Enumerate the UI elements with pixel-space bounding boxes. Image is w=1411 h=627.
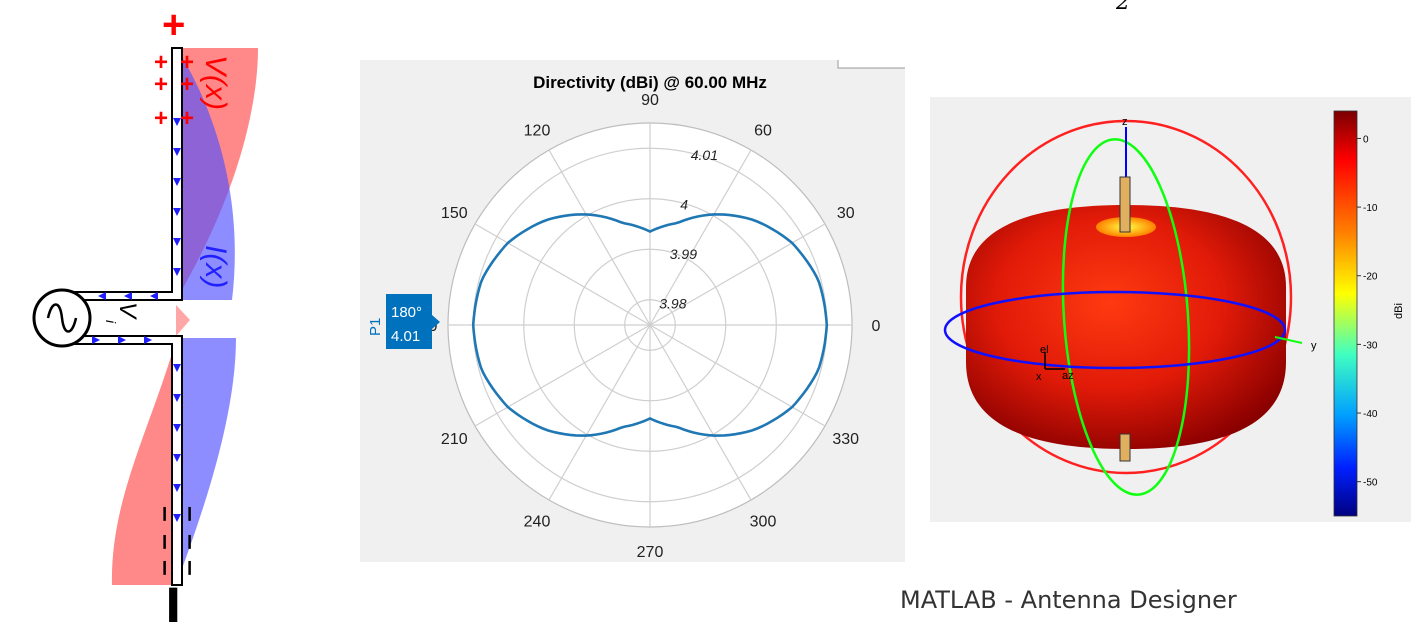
el-axis-label: el <box>1040 344 1049 356</box>
voltage-gap-wedge <box>176 305 190 336</box>
polar-radial-label: 3.99 <box>670 246 697 262</box>
polar-angle-label: 30 <box>837 205 855 222</box>
current-label: I(x) <box>199 245 232 288</box>
equation-fragment: 2 <box>1116 0 1130 15</box>
az-axis-label: az <box>1062 370 1074 382</box>
minus-mark: ╵ <box>158 534 171 561</box>
radiation-pattern-3d-panel: z y x el az 0 -10 -20 -30 -40 -50 dBi <box>930 97 1411 522</box>
colorbar-tick-label: 0 <box>1363 134 1369 145</box>
colorbar-tick-label: -20 <box>1363 272 1378 283</box>
plot-title: Directivity (dBi) @ 60.00 MHz <box>533 73 767 92</box>
bottom-minus-sign: ▎ <box>169 587 198 622</box>
pattern-donut <box>966 205 1286 449</box>
datatip-angle: 180° <box>391 304 422 321</box>
figure-caption: MATLAB - Antenna Designer <box>900 586 1237 614</box>
voltage-label: V(x) <box>199 55 232 110</box>
colorbar-tick-label: -40 <box>1363 409 1378 420</box>
plus-mark: + <box>154 71 168 98</box>
polar-angle-label: 240 <box>524 514 551 531</box>
polar-angle-label: 60 <box>754 122 772 139</box>
top-plus-sign: + <box>162 3 185 47</box>
minus-mark: ╵ <box>183 506 196 533</box>
colorbar <box>1334 111 1357 516</box>
polar-angle-label: 0 <box>872 318 881 335</box>
x-axis-label: x <box>1036 371 1042 383</box>
source-voltage-subscript: i <box>103 320 119 324</box>
polar-angle-label: 270 <box>637 544 664 561</box>
plus-mark: + <box>180 105 194 132</box>
datatip-value: 4.01 <box>391 328 420 345</box>
dipole-svg: + + + + + + + ╵ ╵ ╵ ╵ ╵ ╵ ▎ V(x) I(x) V … <box>0 0 270 622</box>
colorbar-tick-label: -50 <box>1363 478 1378 489</box>
polar-angle-label: 300 <box>750 514 777 531</box>
current-arrows-upper <box>98 118 181 300</box>
minus-mark: ╵ <box>158 560 171 587</box>
antenna-element-bottom <box>1120 434 1130 461</box>
y-axis-label: y <box>1311 340 1317 352</box>
minus-mark: ╵ <box>183 534 196 561</box>
minus-mark: ╵ <box>158 506 171 533</box>
polar-angle-label: 150 <box>441 205 468 222</box>
plus-mark: + <box>180 71 194 98</box>
colorbar-ticks: 0 -10 -20 -30 -40 -50 <box>1357 134 1378 488</box>
colorbar-tick-label: -30 <box>1363 340 1378 351</box>
antenna-element-top <box>1120 177 1130 232</box>
datatip-p1[interactable]: 180° 4.01 P1 <box>367 294 440 349</box>
pattern-3d-svg: z y x el az 0 -10 -20 -30 -40 -50 dBi <box>930 97 1411 522</box>
minus-mark: ╵ <box>183 560 196 587</box>
polar-angle-label: 210 <box>441 431 468 448</box>
polar-plot-svg: Directivity (dBi) @ 60.00 MHz 0 30 60 90 120… <box>360 60 905 562</box>
polar-angle-label: 120 <box>524 122 551 139</box>
polar-radial-label: 4.01 <box>691 147 718 163</box>
colorbar-tick-label: -10 <box>1363 203 1378 214</box>
plus-mark: + <box>154 105 168 132</box>
z-axis-label: z <box>1122 116 1128 128</box>
polar-radial-label: 3.98 <box>659 295 686 311</box>
polar-grid <box>448 123 852 527</box>
datatip-name: P1 <box>367 318 384 336</box>
legend-box <box>838 60 905 68</box>
colorbar-label: dBi <box>1393 303 1405 319</box>
polar-angle-label: 90 <box>641 92 659 109</box>
polar-angle-label: 330 <box>832 431 859 448</box>
dipole-diagram: + + + + + + + ╵ ╵ ╵ ╵ ╵ ╵ ▎ V(x) I(x) V … <box>0 0 270 622</box>
polar-plot-panel: Directivity (dBi) @ 60.00 MHz 0 30 60 90 120… <box>360 60 905 562</box>
polar-radial-label: 4 <box>680 197 688 213</box>
source-voltage-label: V <box>114 302 141 320</box>
